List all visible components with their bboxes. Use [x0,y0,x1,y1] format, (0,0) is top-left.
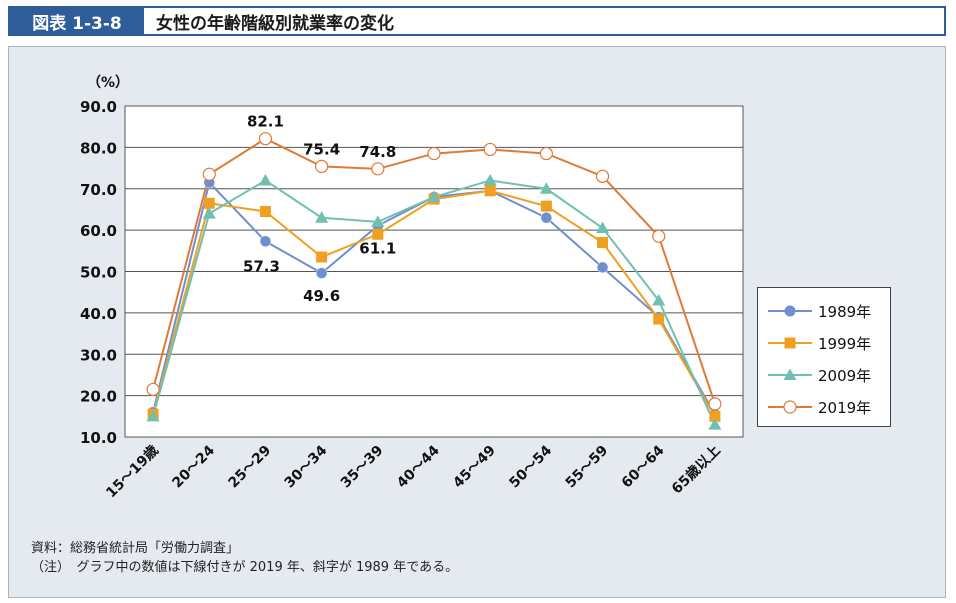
legend-item: 2009年 [758,360,890,390]
data-point [372,228,384,240]
data-point [371,162,385,176]
y-tick-label: 40.0 [80,305,117,323]
y-tick-label: 60.0 [80,222,117,240]
data-point [202,207,216,219]
data-point [652,293,666,306]
y-tick-label: 30.0 [80,346,117,364]
data-point [597,237,609,249]
x-tick-label: 35～39 [338,443,387,492]
chart-notes: 資料：総務省統計局「労働力調査」 （注） グラフ中の数値は下線付きが 2019 … [31,539,458,577]
data-point [202,167,216,181]
line-chart: 10.0 20.0 30.0 40.0 50.0 60.0 70.0 80.0 90.0 （%） 1… [80,75,744,501]
x-tick-label: 30～34 [282,442,331,491]
y-tick-label: 50.0 [80,264,117,282]
data-label: 75.4 [303,140,340,158]
data-point [540,211,553,224]
x-tick-label: 15～19歳 [103,442,162,501]
data-point [652,229,666,243]
y-tick-label: 20.0 [80,388,117,406]
data-point [259,235,272,248]
data-point [315,211,329,223]
y-tick-label: 80.0 [80,139,117,157]
data-point [371,215,385,227]
data-point [315,267,328,279]
chart-legend: 1989年 1999年 2009年 2019年 [757,287,891,427]
data-point [540,200,552,212]
data-point [316,251,328,263]
legend-label: 1989年 [818,302,872,321]
figure-title: 女性の年齢階級別就業率の変化 [156,13,394,34]
data-point [427,190,441,203]
y-tick-label: 70.0 [80,181,117,199]
chart-panel: 10.0 20.0 30.0 40.0 50.0 60.0 70.0 80.0 90.0 （%） 1… [8,46,946,598]
data-label: 82.1 [247,113,284,131]
legend-swatch [768,400,812,414]
x-tick-label: 60～64 [619,442,668,491]
figure-number-badge: 図表 1-3-8 [10,8,144,34]
x-tick-label: 50～54 [506,442,555,491]
legend-label: 1999年 [818,334,872,353]
data-point [259,206,271,218]
y-axis-label: （%） [87,75,129,91]
data-point [258,132,273,146]
x-tick-label: 45～49 [450,443,499,492]
data-point [146,409,160,422]
data-label: 57.3 [243,257,280,275]
legend-swatch [768,337,812,349]
data-point [315,159,329,174]
data-label: 74.8 [359,143,396,161]
x-tick-label: 55～59 [563,443,612,492]
data-point [708,418,722,430]
legend-item: 1989年 [758,296,890,326]
legend-swatch [768,305,812,317]
legend-item: 2019年 [758,392,890,422]
data-point [653,313,665,325]
data-point [708,397,722,411]
legend-item: 1999年 [758,328,890,358]
x-tick-label: 20～24 [169,442,218,491]
data-point [484,185,496,197]
data-point [146,382,160,397]
legend-label: 2009年 [818,366,872,385]
data-point [709,410,721,422]
data-point [258,173,272,186]
legend-label: 2019年 [818,398,872,417]
data-point [427,146,441,161]
footnote: （注） グラフ中の数値は下線付きが 2019 年、斜字が 1989 年である。 [31,560,459,575]
data-point [539,146,553,161]
source-note: 資料：総務省統計局「労働力調査」 [31,541,240,556]
data-point [596,221,610,234]
data-point [595,169,610,183]
data-point [483,142,497,157]
data-label: 49.6 [303,287,340,305]
data-point [203,197,215,209]
data-label: 61.1 [359,240,396,258]
x-tick-label: 25～29 [226,443,275,492]
data-point [539,182,553,194]
y-tick-label: 10.0 [80,429,117,447]
data-point [596,261,609,274]
x-tick-label: 65歳以上 [668,442,723,497]
figure-header: 図表 1-3-8 女性の年齢階級別就業率の変化 [8,6,946,36]
data-point [483,173,497,186]
x-tick-label: 40～44 [394,442,443,491]
legend-swatch [768,368,812,380]
y-tick-label: 90.0 [80,98,117,116]
